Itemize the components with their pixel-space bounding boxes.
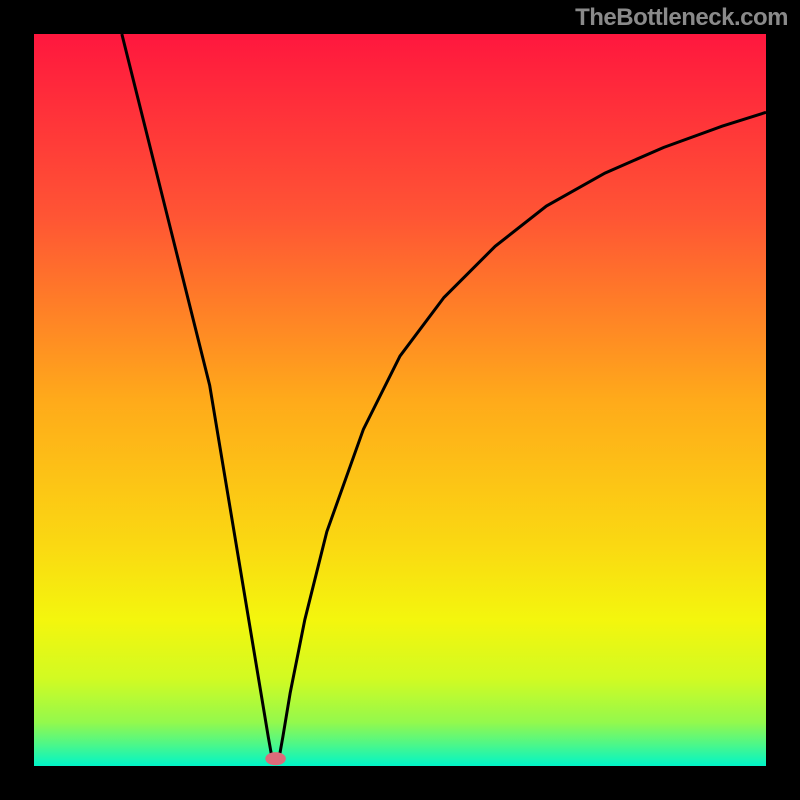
- curve-svg: [34, 34, 766, 766]
- curve-right-branch: [279, 112, 766, 757]
- plot-area: [34, 34, 766, 766]
- minimum-marker: [265, 752, 285, 765]
- chart-container: TheBottleneck.com: [0, 0, 800, 800]
- curve-left-branch: [122, 34, 272, 757]
- watermark-text: TheBottleneck.com: [575, 4, 788, 32]
